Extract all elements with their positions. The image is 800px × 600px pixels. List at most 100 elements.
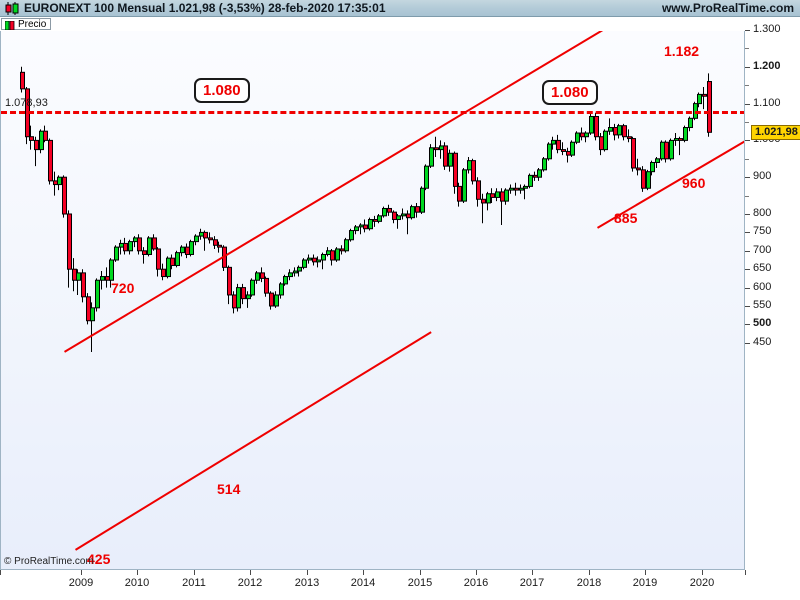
legend-item-precio[interactable]: Precio (1, 18, 52, 30)
candle-body-down (156, 248, 161, 270)
price-axis-minor-tick (745, 158, 749, 160)
candle-body-down (514, 187, 519, 191)
candle-body-up (307, 257, 312, 261)
candle-body-down (481, 198, 486, 204)
candle-body-down (613, 127, 618, 136)
high-label[interactable]: 1.182 (664, 43, 700, 59)
candle-body-down (67, 213, 72, 270)
candle-body-down (580, 132, 585, 138)
resistance-box-left[interactable]: 1.080 (194, 78, 250, 103)
candle-body-down (702, 93, 707, 97)
date-axis[interactable]: 2009 2010 2011 2012 2013 2014 2015 2016 2017 2018… (0, 570, 800, 600)
candle-body-down (500, 191, 505, 202)
candle-body-up (349, 230, 354, 241)
legend-bar: Precio (0, 17, 800, 31)
price-axis-label: 1.100 (753, 96, 781, 109)
candle-body-down (594, 115, 599, 138)
date-axis-label: 2013 (294, 577, 320, 589)
candle-body-up (255, 272, 260, 281)
price-axis[interactable]: 1.3001.2001.1001.00090080075070065060055… (745, 24, 800, 569)
price-axis-label: 650 (753, 262, 772, 275)
candle-body-up (537, 169, 542, 178)
candle-body-down (34, 139, 39, 151)
price-axis-tick (745, 30, 750, 31)
price-axis-label: 700 (753, 243, 772, 256)
candle-body-up (95, 279, 100, 309)
price-axis-tick (745, 342, 750, 344)
price-axis-label: 900 (753, 170, 772, 183)
date-axis-tick (363, 570, 364, 575)
candle-body-up (274, 294, 279, 307)
candle-body-up (504, 189, 509, 202)
date-axis-tick (476, 570, 477, 575)
current-price-tag[interactable]: 1.021,98 (751, 125, 800, 141)
channel-label-514[interactable]: 514 (217, 481, 241, 497)
channel-label-720[interactable]: 720 (111, 280, 135, 296)
candle-body-down (222, 246, 227, 268)
candle-body-up (90, 307, 95, 322)
plot-right-border (744, 31, 745, 569)
candle-body-up (359, 224, 364, 228)
candle-body-up (128, 241, 133, 252)
date-axis-label: 2015 (407, 577, 433, 589)
candle-body-up (697, 93, 702, 105)
candle-body-down (137, 237, 142, 252)
candle-body-down (123, 242, 128, 252)
candle-body-up (100, 276, 105, 281)
resistance-line[interactable] (1, 111, 745, 115)
candle-body-up (326, 250, 331, 255)
candle-body-up (608, 127, 613, 132)
candle-body-down (533, 174, 538, 178)
candle-body-down (203, 231, 208, 239)
candle-body-down (86, 296, 91, 322)
resistance-value-label: 1.078,93 (5, 97, 48, 110)
candle-body-down (142, 250, 147, 255)
candle-body-down (312, 257, 317, 263)
candle-body-up (199, 231, 204, 237)
date-axis-tick (307, 570, 308, 575)
candlestick-icon (5, 2, 19, 15)
price-axis-label: 500 (753, 317, 772, 330)
low-label-885[interactable]: 885 (614, 210, 638, 226)
candle-body-up (617, 125, 622, 136)
candle-body-down (161, 268, 166, 278)
candle-body-down (48, 139, 53, 182)
candle-body-down (664, 141, 669, 160)
price-axis-tick (745, 103, 750, 105)
candle-body-down (453, 152, 458, 187)
candle-body-down (62, 176, 67, 215)
candle-body-up (189, 241, 194, 255)
candle-body-down (72, 268, 77, 281)
candle-body-up (519, 187, 524, 191)
brand-link[interactable]: www.ProRealTime.com (661, 1, 794, 15)
candle-body-down (20, 71, 25, 90)
date-axis-tick (81, 570, 82, 575)
candle-body-down (434, 147, 439, 151)
candle-body-up (39, 130, 44, 151)
date-axis-label: 2017 (519, 577, 545, 589)
price-axis-label: 550 (753, 299, 772, 311)
candle-body-up (429, 147, 434, 167)
candle-body-down (269, 292, 274, 307)
support-label-960[interactable]: 960 (682, 175, 706, 191)
chart-plot-area[interactable]: 1.078,93 1.080 1.080 1.182 960 885 720 514 425 (0, 31, 745, 569)
low-label-425[interactable]: 425 (87, 551, 111, 567)
resistance-box-right[interactable]: 1.080 (542, 80, 598, 105)
candle-body-up (344, 239, 349, 252)
candle-body-down (185, 246, 190, 255)
candle-body-up (288, 272, 293, 278)
price-axis-tick (745, 306, 750, 307)
candle-body-up (603, 130, 608, 151)
candle-body-up (236, 287, 241, 309)
price-axis-tick (745, 177, 750, 179)
candle-body-down (264, 277, 269, 294)
candle-body-up (655, 158, 660, 163)
price-axis-minor-tick (745, 48, 749, 50)
candle-body-down (232, 294, 237, 309)
candle-body-up (589, 115, 594, 134)
candle-body-up (646, 171, 651, 189)
window-title: EURONEXT 100 Mensual 1.021,98 (-3,53%) 2… (24, 1, 386, 15)
candle-body-up (547, 143, 552, 160)
date-axis-label: 2009 (68, 577, 94, 589)
candle-body-up (180, 246, 185, 254)
